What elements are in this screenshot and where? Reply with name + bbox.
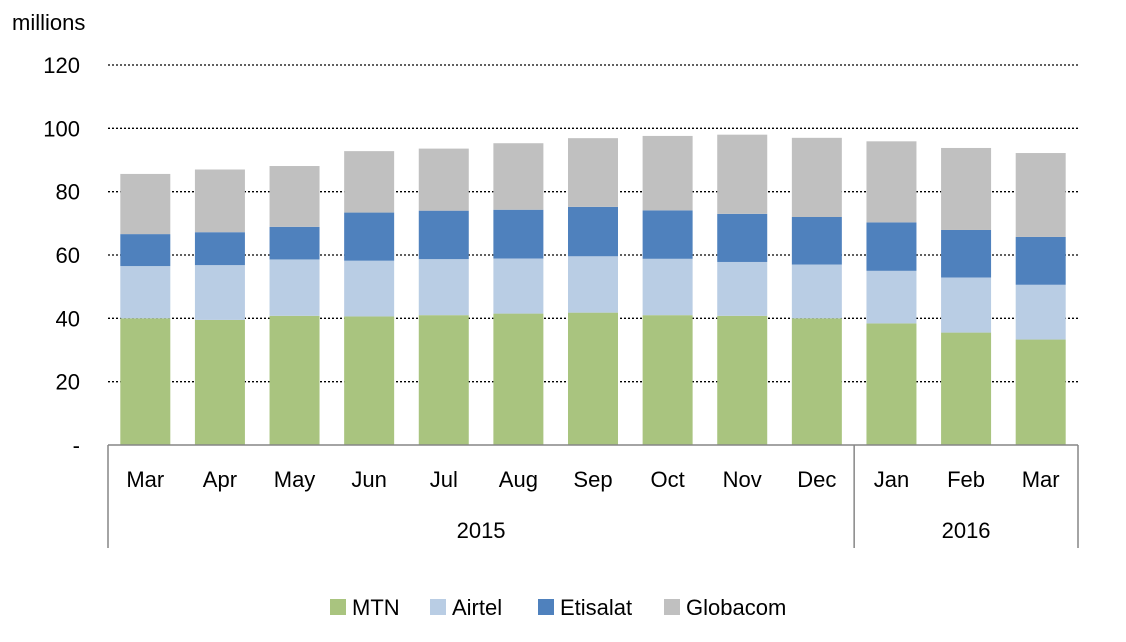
x-category-label: Dec — [797, 467, 836, 492]
y-tick-label: 60 — [56, 243, 80, 268]
bar-mtn-12 — [1015, 339, 1066, 445]
bar-mtn-7 — [642, 315, 693, 445]
bar-etisalat-3 — [344, 212, 395, 261]
bar-airtel-4 — [418, 259, 469, 316]
bar-etisalat-10 — [866, 222, 917, 271]
bar-etisalat-7 — [642, 210, 693, 259]
bar-globacom-10 — [866, 141, 917, 223]
bar-mtn-6 — [568, 312, 618, 445]
bar-etisalat-6 — [568, 206, 618, 257]
legend-swatch-airtel — [430, 599, 446, 615]
bar-globacom-9 — [791, 137, 842, 217]
bar-globacom-12 — [1015, 153, 1066, 237]
bar-airtel-3 — [344, 260, 395, 317]
y-tick-label: - — [73, 433, 80, 458]
bar-mtn-0 — [120, 318, 171, 445]
bar-etisalat-4 — [418, 210, 469, 260]
x-category-label: Sep — [573, 467, 612, 492]
bar-airtel-11 — [941, 277, 992, 333]
x-category-label: Jul — [430, 467, 458, 492]
bar-etisalat-0 — [120, 234, 171, 267]
x-axis: Mar Apr May Jun Jul Aug Sep Oct Nov Dec Jan Feb Mar 2… — [107, 444, 1079, 548]
legend-label-globacom: Globacom — [686, 595, 786, 620]
bar-etisalat-2 — [269, 226, 320, 260]
bar-etisalat-11 — [941, 229, 992, 278]
bar-globacom-7 — [642, 135, 693, 211]
x-category-label: Jan — [874, 467, 909, 492]
bar-mtn-10 — [866, 323, 917, 445]
bar-airtel-7 — [642, 258, 693, 316]
bars — [120, 134, 1066, 445]
x-category-label: Jun — [351, 467, 386, 492]
legend-label-etisalat: Etisalat — [560, 595, 632, 620]
bar-airtel-12 — [1015, 284, 1066, 340]
x-category-label: Nov — [723, 467, 762, 492]
bar-etisalat-8 — [717, 213, 768, 262]
bar-mtn-4 — [418, 315, 469, 445]
bar-airtel-9 — [791, 264, 842, 319]
bar-globacom-6 — [568, 138, 618, 207]
bar-airtel-0 — [120, 266, 171, 319]
y-unit-label: millions — [12, 10, 85, 35]
bar-airtel-5 — [493, 258, 544, 314]
bar-airtel-1 — [194, 265, 245, 320]
x-category-label: Oct — [650, 467, 684, 492]
bar-globacom-4 — [418, 148, 469, 211]
bar-mtn-5 — [493, 313, 544, 445]
bar-globacom-1 — [194, 169, 245, 233]
bar-airtel-2 — [269, 259, 320, 316]
bar-etisalat-1 — [194, 232, 245, 266]
legend-swatch-mtn — [330, 599, 346, 615]
x-category-label: Feb — [947, 467, 985, 492]
bar-etisalat-5 — [493, 209, 544, 259]
legend-label-mtn: MTN — [352, 595, 400, 620]
bar-globacom-5 — [493, 143, 544, 210]
bar-globacom-2 — [269, 166, 320, 227]
y-tick-label: 80 — [56, 180, 80, 205]
bar-etisalat-12 — [1015, 236, 1066, 285]
x-category-label: Apr — [203, 467, 237, 492]
bar-mtn-1 — [194, 319, 245, 445]
legend-label-airtel: Airtel — [452, 595, 502, 620]
x-category-label: May — [274, 467, 316, 492]
bar-airtel-6 — [568, 256, 618, 313]
legend-swatch-globacom — [664, 599, 680, 615]
x-group-label: 2015 — [457, 518, 506, 543]
bar-globacom-11 — [941, 147, 992, 230]
bar-mtn-3 — [344, 316, 395, 445]
bar-globacom-8 — [717, 134, 768, 214]
y-axis-labels: - 20 40 60 80 100 120 — [43, 53, 80, 458]
bar-etisalat-9 — [791, 217, 842, 265]
bar-airtel-10 — [866, 270, 917, 324]
x-group-label: 2016 — [942, 518, 991, 543]
x-category-label: Mar — [126, 467, 164, 492]
bar-mtn-11 — [941, 332, 992, 445]
legend: MTN Airtel Etisalat Globacom — [330, 595, 786, 620]
y-tick-label: 100 — [43, 116, 80, 141]
bar-globacom-3 — [344, 151, 395, 213]
y-tick-label: 20 — [56, 370, 80, 395]
y-tick-label: 40 — [56, 306, 80, 331]
x-category-label: Mar — [1022, 467, 1060, 492]
y-tick-label: 120 — [43, 53, 80, 78]
bar-mtn-2 — [269, 315, 320, 445]
x-category-label: Aug — [499, 467, 538, 492]
legend-swatch-etisalat — [538, 599, 554, 615]
bar-airtel-8 — [717, 261, 768, 316]
bar-globacom-0 — [120, 173, 171, 235]
bar-mtn-8 — [717, 315, 768, 445]
bar-mtn-9 — [791, 318, 842, 445]
